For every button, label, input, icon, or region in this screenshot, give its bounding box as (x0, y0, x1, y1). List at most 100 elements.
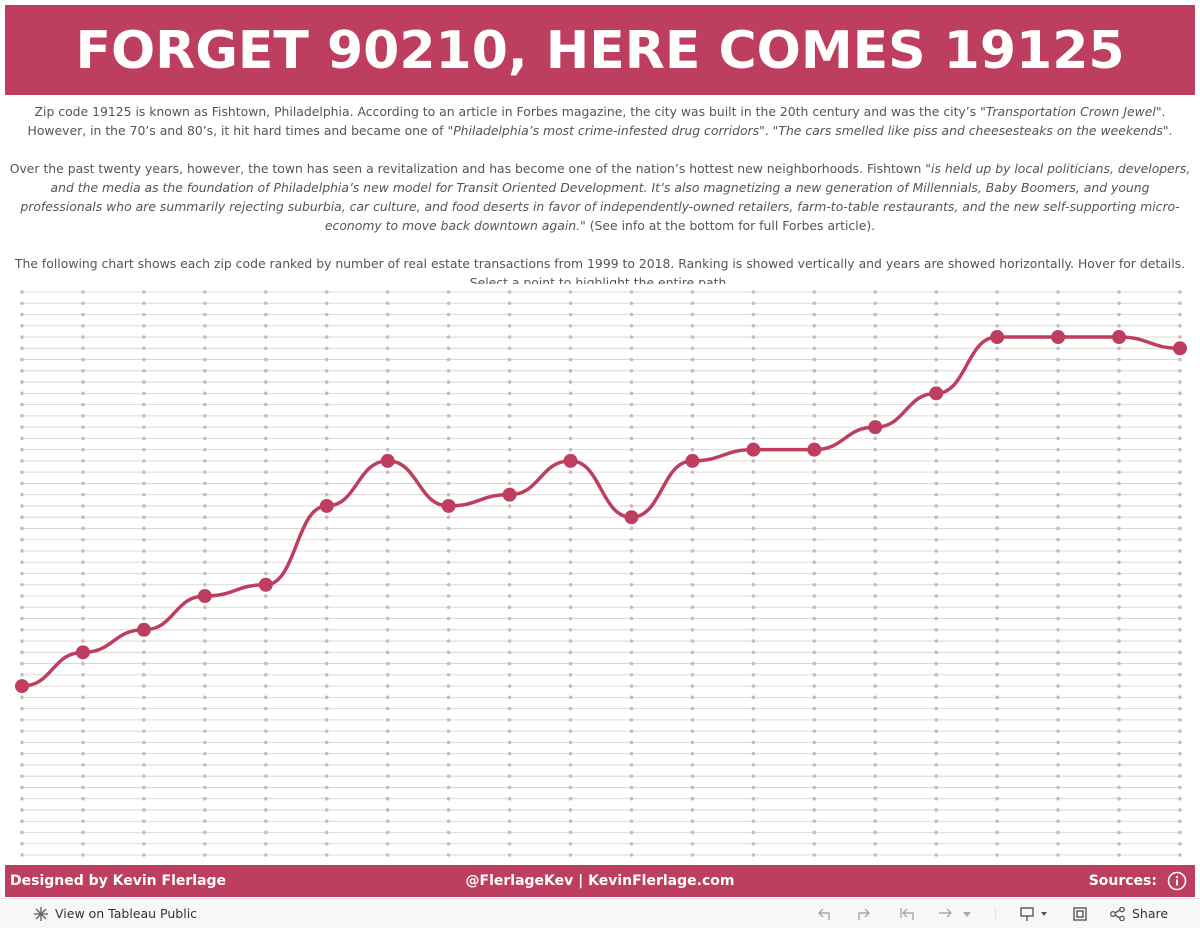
rank-dot (203, 357, 207, 362)
rank-dot (1178, 830, 1182, 835)
rank-dot (507, 380, 512, 384)
rank-dot (142, 470, 146, 474)
info-icon[interactable] (1167, 871, 1187, 891)
rank-dot (934, 380, 939, 384)
rank-dot (385, 301, 390, 306)
rank-dot (690, 729, 695, 733)
rank-dot (263, 549, 268, 553)
rank-dot (995, 380, 999, 384)
rank-dot (81, 751, 85, 756)
rank-dot (629, 673, 634, 677)
share-button[interactable]: Share (1132, 906, 1169, 921)
toolbar: View on Tableau Public Share (0, 898, 1200, 928)
view-link[interactable]: View on Tableau Public (55, 906, 198, 921)
rank-dot (263, 515, 268, 519)
rank-dot (385, 425, 390, 429)
rank-dot (507, 853, 512, 857)
rank-dot (751, 729, 756, 733)
rank-dot (1056, 740, 1060, 745)
rank-dot (81, 515, 85, 519)
rank-dot (263, 819, 268, 824)
rank-dot (629, 594, 634, 598)
rank-dot (1117, 808, 1121, 812)
rank-dot (1178, 763, 1182, 767)
sources[interactable]: Sources: (1088, 873, 1157, 889)
rank-dot (995, 470, 999, 474)
rank-dot (446, 841, 451, 846)
rank-dot (385, 751, 390, 756)
rank-dot (446, 346, 451, 351)
rank-dot (507, 785, 512, 790)
share-icon[interactable] (1110, 907, 1126, 921)
rank-dot (446, 594, 451, 598)
rank-dot (1117, 650, 1121, 655)
rank-dot (1117, 616, 1121, 621)
rank-dot (324, 526, 329, 531)
rank-dot (446, 796, 451, 801)
rank-dot (324, 650, 329, 655)
rank-point (197, 589, 212, 604)
rank-dot (20, 470, 24, 474)
rank-dot (1117, 436, 1121, 441)
rank-dot (1056, 425, 1060, 429)
rank-dot (1117, 346, 1121, 351)
rank-dot (324, 819, 329, 824)
rank-dot (873, 684, 878, 688)
rank-dot (324, 369, 329, 373)
rank-dot (1178, 729, 1182, 733)
rank-dot (385, 639, 390, 643)
rank-dot (690, 594, 695, 598)
rank-dot (1178, 481, 1182, 486)
rank-dot (507, 796, 512, 801)
rank-dot (1117, 718, 1121, 722)
rank-dot (1178, 492, 1182, 497)
rank-dot (1056, 751, 1060, 756)
rank-dot (873, 639, 878, 643)
rank-dot (446, 323, 451, 328)
share-tools[interactable] (995, 905, 1095, 923)
rank-dot (751, 650, 756, 655)
rank-dot (385, 436, 390, 441)
rank-dot (934, 639, 939, 643)
rank-dot (385, 369, 390, 373)
text-run: The following chart shows each zip code … (14, 256, 1186, 271)
rank-dot (873, 470, 878, 474)
rank-dot (934, 414, 939, 418)
undo-redo-icons[interactable] (815, 905, 975, 923)
rank-dot (81, 785, 85, 790)
rank-dot (1178, 290, 1182, 294)
rank-dot (873, 819, 878, 824)
rank-dot (873, 492, 878, 497)
rank-dot (812, 740, 817, 745)
rank-dot (812, 357, 817, 362)
rank-dot (507, 537, 512, 542)
rank-dot (690, 549, 695, 553)
rank-point (624, 510, 639, 525)
rank-dot (142, 560, 146, 565)
rank-dot (568, 853, 573, 857)
rank-dot (629, 537, 634, 542)
rank-dot (873, 346, 878, 351)
rank-dot (507, 515, 512, 519)
rank-dot (81, 414, 85, 418)
rank-dot (812, 515, 817, 519)
quote: The cars smelled like piss and cheeseste… (778, 123, 1163, 138)
rank-dot (629, 808, 634, 812)
rank-dot (446, 290, 451, 294)
rank-dot (324, 571, 329, 576)
rank-dot (629, 830, 634, 835)
rank-dot (690, 582, 695, 587)
rank-dot (385, 628, 390, 632)
rank-dot (690, 706, 695, 711)
bump-chart (15, 290, 1187, 857)
rank-dot (203, 706, 207, 711)
rank-dot (934, 819, 939, 824)
rank-dot (20, 582, 24, 587)
rank-dot (690, 301, 695, 306)
rank-dot (568, 819, 573, 824)
rank-dot (203, 470, 207, 474)
rank-dot (1117, 661, 1121, 666)
rank-dot (812, 380, 817, 384)
rank-dot (812, 436, 817, 441)
rank-dot (1178, 459, 1182, 463)
